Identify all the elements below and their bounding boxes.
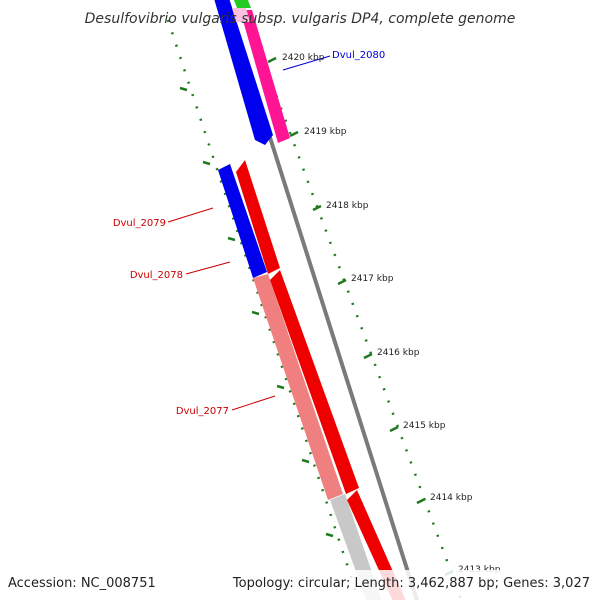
kbp-tick xyxy=(363,352,373,360)
gene-label-dvul-2080[interactable]: Dvul_2080 xyxy=(332,50,385,61)
summary-text: Topology: circular; Length: 3,462,887 bp… xyxy=(232,576,590,591)
inner-tick xyxy=(276,384,285,390)
kbp-tick xyxy=(337,278,347,286)
footer-background xyxy=(0,570,600,600)
gene-feature-salmon-dvul-2077[interactable] xyxy=(253,274,343,500)
gene-label-dvul-2079[interactable]: Dvul_2079 xyxy=(113,218,166,229)
kbp-tick xyxy=(312,204,322,212)
map-title: Desulfovibrio vulgaris subsp. vulgaris D… xyxy=(85,11,516,27)
inner-tick xyxy=(301,458,310,464)
inner-tick xyxy=(325,532,334,538)
kbp-tick xyxy=(389,425,399,433)
kbp-tick xyxy=(289,130,299,138)
gene-label-dvul-2077[interactable]: Dvul_2077 xyxy=(176,406,229,417)
inner-tick xyxy=(227,236,236,242)
gene-feature-green-top[interactable] xyxy=(232,0,251,8)
label-line-dvul-2077 xyxy=(231,395,276,411)
inner-tick xyxy=(179,86,188,92)
inner-tick xyxy=(251,310,260,316)
gene-feature-blue-dvul-2079[interactable] xyxy=(218,164,267,278)
kbp-tick xyxy=(416,497,426,505)
kbp-tick xyxy=(267,56,277,64)
gene-feature-pink-light[interactable] xyxy=(232,8,250,22)
kbp-label: 2420 kbp xyxy=(282,53,325,63)
kbp-label: 2415 kbp xyxy=(403,421,446,431)
gene-label-dvul-2078[interactable]: Dvul_2078 xyxy=(130,270,183,281)
gene-feature-red-dvul-2078[interactable] xyxy=(270,270,359,494)
gene-feature-blue-top[interactable] xyxy=(213,0,273,145)
label-line-dvul-2080 xyxy=(282,55,331,71)
label-line-dvul-2078 xyxy=(185,261,231,275)
kbp-label: 2414 kbp xyxy=(430,493,473,503)
gene-feature-red-dvul-2079[interactable] xyxy=(236,160,280,274)
kbp-label: 2416 kbp xyxy=(377,348,420,358)
inner-tick xyxy=(202,160,211,166)
label-line-dvul-2079 xyxy=(167,207,214,223)
kbp-label: 2418 kbp xyxy=(326,201,369,211)
gene-feature-pink-dvul-2080[interactable] xyxy=(240,10,290,143)
kbp-label: 2417 kbp xyxy=(351,274,394,284)
accession-text: Accession: NC_008751 xyxy=(8,576,156,591)
kbp-label: 2419 kbp xyxy=(304,127,347,137)
